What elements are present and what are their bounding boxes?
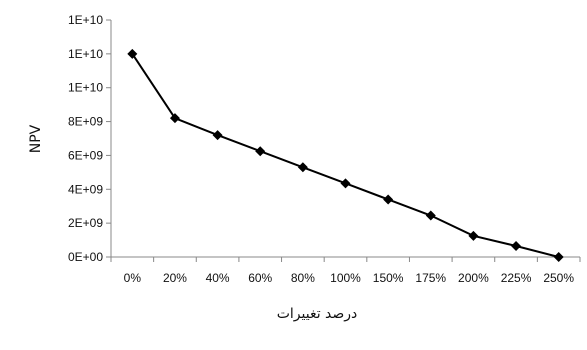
y-axis-title: NPV xyxy=(28,124,44,153)
x-tick-label: 40% xyxy=(206,271,230,285)
y-tick-label: 4E+09 xyxy=(68,182,103,196)
y-tick-label: 1E+10 xyxy=(68,81,103,95)
x-tick-label: 250% xyxy=(543,271,574,285)
series-line xyxy=(131,53,559,258)
y-tick-label: 8E+09 xyxy=(68,115,103,129)
y-tick-label: 1E+10 xyxy=(68,47,103,61)
data-point-marker xyxy=(383,194,394,205)
y-tick-label: 2E+09 xyxy=(68,216,103,230)
x-tick-label: 200% xyxy=(458,271,489,285)
y-tick-label: 1E+10 xyxy=(68,13,103,27)
data-point-marker xyxy=(511,240,522,251)
x-tick-label: 20% xyxy=(163,271,187,285)
x-tick-label: 150% xyxy=(373,271,404,285)
data-point-marker xyxy=(255,146,266,157)
x-tick-label: 225% xyxy=(501,271,532,285)
y-tick-label: 6E+09 xyxy=(68,148,103,162)
y-tick-label: 0E+00 xyxy=(68,250,103,264)
data-point-marker xyxy=(169,113,180,124)
x-tick-label: 0% xyxy=(124,271,142,285)
data-point-marker xyxy=(468,230,479,241)
data-point-marker xyxy=(297,162,308,173)
data-point-marker xyxy=(127,48,138,59)
x-axis-title: درصد تغییرات xyxy=(277,306,358,322)
x-tick-label: 175% xyxy=(415,271,446,285)
x-ticks: 0% 20% 40% 60% 80% 100% 150% 175% 200% 225% 250% xyxy=(110,257,581,285)
data-point-marker xyxy=(425,210,436,221)
x-tick-label: 80% xyxy=(291,271,315,285)
data-point-marker xyxy=(553,252,564,262)
data-point-marker xyxy=(212,130,223,141)
x-tick-label: 100% xyxy=(330,271,361,285)
y-ticks: 0E+00 2E+09 4E+09 6E+09 8E+09 1E+10 1E+10 1E+10 xyxy=(68,13,111,264)
x-tick-label: 60% xyxy=(248,271,272,285)
data-point-marker xyxy=(340,178,351,189)
axes xyxy=(110,20,580,258)
series-group xyxy=(127,48,564,262)
